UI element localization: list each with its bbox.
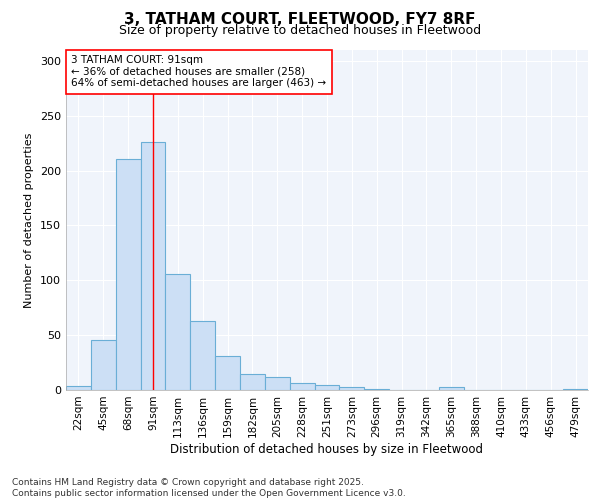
Bar — [340, 386, 364, 390]
Bar — [439, 386, 464, 390]
X-axis label: Distribution of detached houses by size in Fleetwood: Distribution of detached houses by size … — [170, 442, 484, 456]
Bar — [215, 356, 240, 390]
Y-axis label: Number of detached properties: Number of detached properties — [25, 132, 34, 308]
Bar — [66, 386, 91, 390]
Bar — [240, 374, 265, 390]
Bar — [166, 274, 190, 390]
Bar — [190, 321, 215, 390]
Bar — [314, 384, 340, 390]
Text: Contains HM Land Registry data © Crown copyright and database right 2025.
Contai: Contains HM Land Registry data © Crown c… — [12, 478, 406, 498]
Bar — [140, 142, 166, 390]
Bar — [364, 389, 389, 390]
Bar — [265, 377, 290, 390]
Text: 3 TATHAM COURT: 91sqm
← 36% of detached houses are smaller (258)
64% of semi-det: 3 TATHAM COURT: 91sqm ← 36% of detached … — [71, 55, 326, 88]
Text: Size of property relative to detached houses in Fleetwood: Size of property relative to detached ho… — [119, 24, 481, 37]
Bar — [116, 158, 140, 390]
Bar — [290, 384, 314, 390]
Text: 3, TATHAM COURT, FLEETWOOD, FY7 8RF: 3, TATHAM COURT, FLEETWOOD, FY7 8RF — [124, 12, 476, 28]
Bar — [563, 389, 588, 390]
Bar — [91, 340, 116, 390]
